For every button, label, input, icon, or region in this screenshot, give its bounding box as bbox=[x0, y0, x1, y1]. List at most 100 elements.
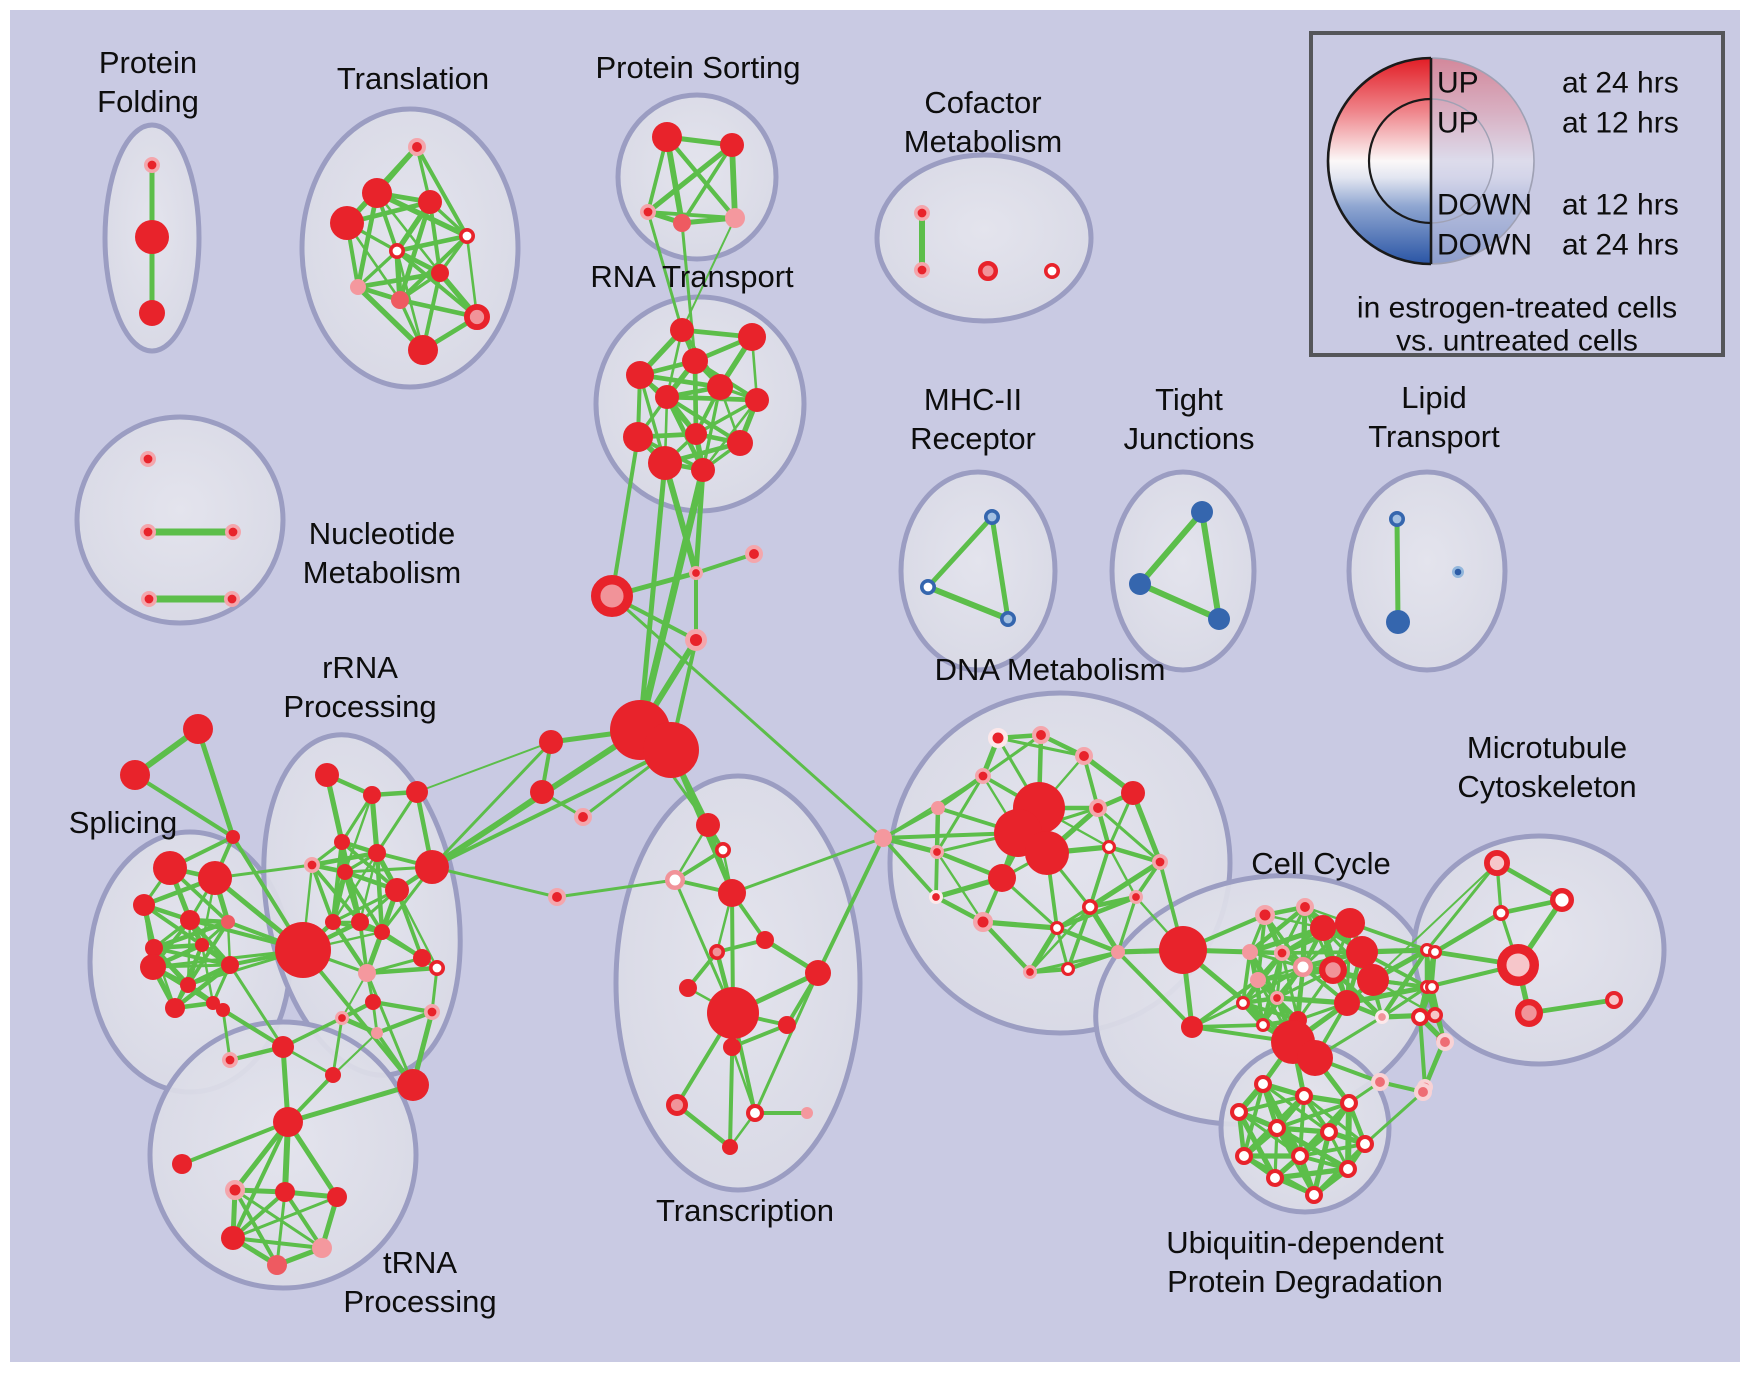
edge-translation bbox=[355, 284, 426, 353]
cluster-ellipse-cofactor-metabolism bbox=[874, 152, 1094, 324]
node-rrna-processing bbox=[415, 850, 449, 884]
edge-tight-junctions bbox=[1199, 509, 1222, 622]
node-transcription bbox=[722, 1139, 738, 1155]
node-cell-cycle bbox=[1255, 905, 1275, 925]
node-transcription bbox=[679, 979, 697, 997]
edge-intercluster bbox=[228, 963, 285, 1049]
node-dna-metabolism bbox=[974, 767, 991, 784]
edge-trna-processing bbox=[231, 1120, 290, 1240]
edge-dna-metabolism bbox=[935, 850, 985, 924]
edge-ubiquitin-degradation bbox=[1298, 1142, 1367, 1158]
cluster-label-microtubule-cytoskeleton: Microtubule Cytoskeleton bbox=[1457, 730, 1636, 804]
edge-cell-cycle bbox=[1260, 950, 1285, 1028]
node-cell-cycle bbox=[1293, 957, 1313, 977]
node-transcription bbox=[805, 960, 831, 986]
node-dna-metabolism bbox=[1101, 840, 1116, 855]
cluster-label-protein-sorting: Protein Sorting bbox=[595, 50, 800, 85]
node-cell-cycle bbox=[1334, 990, 1360, 1016]
node-rna-transport bbox=[691, 458, 715, 482]
node-central-hub-connectors bbox=[689, 566, 704, 581]
edge-intercluster bbox=[637, 460, 668, 733]
node-dna-metabolism bbox=[973, 912, 993, 932]
edge-protein-sorting bbox=[664, 134, 738, 221]
node-microtubule-cytoskeleton bbox=[1605, 991, 1624, 1010]
node-rna-transport bbox=[727, 430, 753, 456]
node-cell-cycle bbox=[1335, 908, 1365, 938]
edge-intercluster bbox=[430, 748, 673, 869]
node-protein-sorting bbox=[720, 133, 744, 157]
legend-inner-arc-right bbox=[1430, 98, 1494, 224]
node-transcription bbox=[548, 888, 567, 907]
node-cell-cycle bbox=[1296, 898, 1315, 917]
edge-intercluster bbox=[680, 221, 697, 363]
cluster-label-line: Metabolism bbox=[303, 555, 462, 590]
edge-mhc-ii-receptor bbox=[989, 514, 1011, 622]
edge-trna-processing bbox=[283, 1190, 324, 1250]
node-mhc-ii-receptor bbox=[999, 610, 1016, 627]
cluster-label-nucleotide-metabolism: Nucleotide Metabolism bbox=[303, 516, 462, 590]
node-nucleotide-metabolism bbox=[225, 523, 242, 540]
node-central-hub-connectors bbox=[530, 780, 554, 804]
node-dna-metabolism bbox=[1128, 890, 1143, 905]
node-splicing-trna-bridge bbox=[335, 1011, 350, 1026]
cluster-label-line: tRNA bbox=[383, 1245, 457, 1280]
edge-dna-metabolism bbox=[980, 919, 1033, 975]
node-cell-cycle bbox=[1242, 944, 1258, 960]
edge-intercluster bbox=[1380, 985, 1429, 1019]
edge-dna-metabolism bbox=[1054, 925, 1121, 955]
node-trna-processing bbox=[225, 1180, 245, 1200]
node-rna-transport bbox=[745, 388, 769, 412]
edge-transcription bbox=[728, 1045, 734, 1149]
node-rrna-processing bbox=[385, 878, 409, 902]
node-rrna-processing bbox=[374, 924, 390, 940]
node-trna-processing bbox=[327, 1187, 347, 1207]
node-lipid-transport bbox=[1386, 610, 1410, 634]
edge-trna-processing bbox=[275, 1190, 287, 1267]
cluster-label-tight-junctions: Tight Junctions bbox=[1124, 382, 1255, 456]
cluster-label-line: Cytoskeleton bbox=[1457, 769, 1636, 804]
node-splicing bbox=[195, 938, 209, 952]
edge-dna-metabolism bbox=[1096, 806, 1162, 864]
edge-protein-sorting bbox=[645, 142, 735, 215]
node-microtubule-cytoskeleton bbox=[1484, 849, 1511, 876]
node-transcription bbox=[723, 1038, 741, 1056]
node-splicing bbox=[133, 894, 155, 916]
node-rrna-processing bbox=[337, 864, 353, 880]
edge-mhc-ii-receptor bbox=[925, 584, 1011, 622]
node-rna-transport bbox=[648, 446, 682, 480]
node-rrna-processing bbox=[275, 922, 331, 978]
node-microtubule-cytoskeleton bbox=[1427, 945, 1442, 960]
edge-translation bbox=[397, 297, 480, 320]
edge-ubiquitin-degradation bbox=[1272, 1166, 1351, 1181]
cluster-label-rna-transport: RNA Transport bbox=[590, 259, 794, 294]
edge-cell-cycle bbox=[1300, 904, 1308, 970]
edge-splicing bbox=[142, 903, 204, 947]
node-transcription bbox=[778, 1016, 796, 1034]
node-dna-metabolism bbox=[874, 829, 892, 847]
node-transcription bbox=[718, 879, 746, 907]
cluster-label-line: Tight bbox=[1155, 382, 1223, 417]
edge-rrna-processing bbox=[358, 851, 379, 924]
node-rrna-processing bbox=[334, 834, 350, 850]
node-translation bbox=[458, 228, 475, 245]
node-central-hub-connectors bbox=[643, 722, 699, 778]
edge-splicing bbox=[152, 946, 232, 967]
node-splicing-triangle bbox=[120, 760, 150, 790]
node-tight-junctions bbox=[1191, 501, 1213, 523]
node-splicing-trna-bridge bbox=[325, 1067, 341, 1083]
edge-transcription bbox=[555, 878, 677, 899]
legend-time-1: at 12 hrs bbox=[1562, 107, 1679, 140]
node-transcription bbox=[708, 943, 725, 960]
node-microtubule-cytoskeleton bbox=[1411, 1008, 1430, 1027]
legend-direction-2: DOWN bbox=[1437, 189, 1532, 222]
node-ubiquitin-degradation bbox=[1305, 1186, 1324, 1205]
edge-intercluster bbox=[430, 865, 559, 899]
node-translation bbox=[388, 243, 405, 260]
edge-microtubule-cytoskeleton bbox=[1418, 1015, 1427, 1089]
edge-splicing bbox=[172, 962, 233, 1011]
node-translation bbox=[408, 335, 438, 365]
cluster-label-mhc-ii-receptor: MHC-II Receptor bbox=[910, 382, 1036, 456]
legend-inner-arc-left bbox=[1367, 97, 1432, 225]
edge-dna-metabolism bbox=[981, 733, 1043, 778]
